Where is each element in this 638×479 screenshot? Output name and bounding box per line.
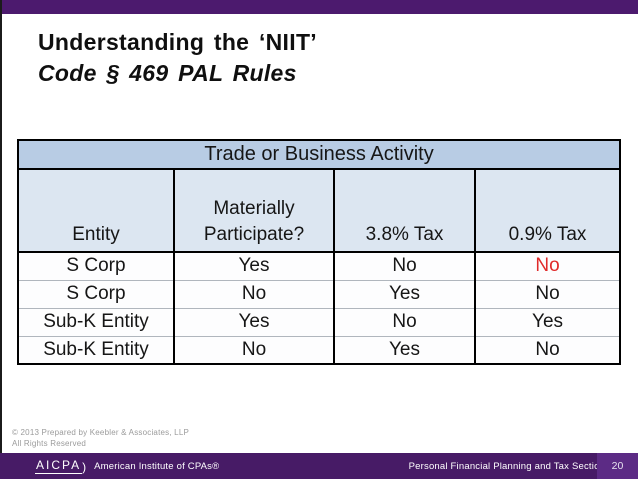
table-row: Sub-K Entity Yes No Yes bbox=[18, 307, 621, 336]
table-row: S Corp No Yes No bbox=[18, 279, 621, 308]
span-header-row: Trade or Business Activity bbox=[18, 140, 621, 170]
cell-tax09-highlighted: No bbox=[473, 252, 621, 280]
cell-entity: S Corp bbox=[18, 252, 174, 280]
slide-title: Understanding the ‘NIIT’ Code § 469 PAL … bbox=[38, 27, 317, 89]
cell-participate: Yes bbox=[173, 307, 334, 336]
cell-entity: Sub-K Entity bbox=[18, 307, 174, 336]
col-header-3-8-tax: 3.8% Tax bbox=[333, 169, 475, 253]
copyright-note: © 2013 Prepared by Keebler & Associates,… bbox=[12, 427, 189, 449]
footer-bar: AICPA) American Institute of CPAs® Perso… bbox=[0, 453, 638, 479]
cell-participate: No bbox=[173, 279, 334, 308]
copyright-line-1: © 2013 Prepared by Keebler & Associates,… bbox=[12, 428, 190, 437]
cell-tax09: No bbox=[473, 335, 621, 364]
title-line-1: Understanding the ‘NIIT’ bbox=[38, 29, 317, 55]
cell-tax38: Yes bbox=[333, 335, 475, 364]
cell-tax09: No bbox=[473, 279, 621, 308]
col-header-0-9-tax: 0.9% Tax bbox=[473, 169, 621, 253]
column-header-row: Entity Materially Participate? 3.8% Tax … bbox=[18, 169, 621, 253]
section-name: Personal Financial Planning and Tax Sect… bbox=[408, 460, 610, 472]
cell-tax38: No bbox=[333, 307, 475, 336]
aicpa-logo: AICPA) bbox=[35, 458, 86, 474]
page-number-box: 20 bbox=[597, 453, 638, 479]
cell-tax38: No bbox=[333, 252, 475, 280]
col-header-materially-participate: Materially Participate? bbox=[173, 169, 334, 253]
aicpa-logo-paren: ) bbox=[82, 460, 87, 474]
cell-tax38: Yes bbox=[333, 279, 475, 308]
table-row: S Corp Yes No No bbox=[18, 252, 621, 280]
cell-participate: No bbox=[173, 335, 334, 364]
pal-rules-table: Trade or Business Activity Entity Materi… bbox=[17, 139, 622, 365]
top-accent-bar bbox=[0, 0, 638, 14]
table-row: Sub-K Entity No Yes No bbox=[18, 335, 621, 364]
table-span-header: Trade or Business Activity bbox=[18, 140, 621, 170]
org-name: American Institute of CPAs® bbox=[94, 460, 220, 472]
aicpa-logo-text: AICPA bbox=[35, 458, 83, 474]
cell-tax09: Yes bbox=[473, 307, 621, 336]
col-header-entity: Entity bbox=[18, 169, 174, 253]
cell-participate: Yes bbox=[173, 252, 334, 280]
cell-entity: Sub-K Entity bbox=[18, 335, 174, 364]
left-edge-line bbox=[0, 0, 2, 453]
page-number: 20 bbox=[611, 460, 624, 472]
copyright-line-2: All Rights Reserved bbox=[12, 439, 87, 448]
cell-entity: S Corp bbox=[18, 279, 174, 308]
title-line-2: Code § 469 PAL Rules bbox=[38, 60, 297, 86]
